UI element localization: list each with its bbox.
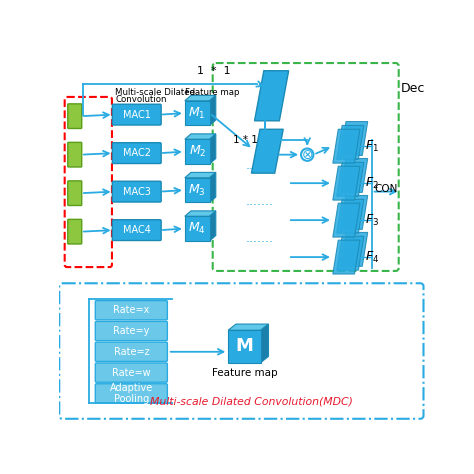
Polygon shape <box>210 211 216 241</box>
FancyBboxPatch shape <box>68 104 82 128</box>
Text: Rate=w: Rate=w <box>112 367 151 378</box>
FancyBboxPatch shape <box>68 142 82 167</box>
Text: $M_3$: $M_3$ <box>188 182 206 198</box>
FancyBboxPatch shape <box>112 220 161 240</box>
Polygon shape <box>333 129 360 163</box>
FancyBboxPatch shape <box>68 181 82 206</box>
Polygon shape <box>341 121 368 155</box>
FancyBboxPatch shape <box>68 219 82 244</box>
Polygon shape <box>337 200 364 233</box>
Text: Convolution: Convolution <box>115 95 166 104</box>
Text: MAC3: MAC3 <box>123 187 151 197</box>
Polygon shape <box>185 173 216 178</box>
Polygon shape <box>210 173 216 202</box>
Text: M: M <box>236 337 254 356</box>
Polygon shape <box>185 211 216 216</box>
FancyBboxPatch shape <box>112 104 161 125</box>
Polygon shape <box>341 195 368 229</box>
FancyBboxPatch shape <box>112 143 161 164</box>
Polygon shape <box>185 139 210 164</box>
Text: $M_1$: $M_1$ <box>189 106 206 121</box>
Polygon shape <box>337 163 364 196</box>
Polygon shape <box>251 129 283 173</box>
FancyBboxPatch shape <box>95 363 167 382</box>
Polygon shape <box>333 203 360 237</box>
Polygon shape <box>185 216 210 241</box>
Polygon shape <box>341 232 368 266</box>
Text: Multi-scale Dilated: Multi-scale Dilated <box>115 88 195 97</box>
Text: Feature map: Feature map <box>212 368 277 378</box>
Polygon shape <box>185 178 210 202</box>
Text: Feature map: Feature map <box>185 88 239 97</box>
Polygon shape <box>341 158 368 192</box>
Polygon shape <box>185 95 216 101</box>
Text: Dec: Dec <box>400 82 425 94</box>
Text: $F_4$: $F_4$ <box>365 249 380 264</box>
FancyBboxPatch shape <box>95 301 167 320</box>
Text: MAC1: MAC1 <box>123 109 151 119</box>
Polygon shape <box>228 330 261 363</box>
Polygon shape <box>333 240 360 274</box>
Polygon shape <box>261 324 268 363</box>
Text: .......: ....... <box>245 232 273 245</box>
Text: $F_1$: $F_1$ <box>365 139 379 154</box>
FancyBboxPatch shape <box>112 181 161 202</box>
Text: Rate=y: Rate=y <box>113 326 149 336</box>
Text: 1 * 1: 1 * 1 <box>233 135 258 145</box>
Text: $M_4$: $M_4$ <box>188 221 206 236</box>
Text: $F_3$: $F_3$ <box>365 212 380 228</box>
Text: $F_2$: $F_2$ <box>365 175 379 191</box>
Polygon shape <box>185 134 216 139</box>
Text: .......: ....... <box>245 158 273 172</box>
Text: Rate=x: Rate=x <box>113 305 149 315</box>
Polygon shape <box>337 237 364 270</box>
Polygon shape <box>210 134 216 164</box>
Text: 1  *  1: 1 * 1 <box>198 66 231 76</box>
Text: Rate=z: Rate=z <box>113 347 149 357</box>
Polygon shape <box>210 95 216 126</box>
Text: ⊗: ⊗ <box>301 148 313 162</box>
Polygon shape <box>255 71 289 121</box>
FancyBboxPatch shape <box>95 342 167 361</box>
Circle shape <box>301 148 313 161</box>
Text: MAC4: MAC4 <box>123 225 151 235</box>
Text: MAC2: MAC2 <box>123 148 151 158</box>
FancyBboxPatch shape <box>95 384 167 403</box>
Polygon shape <box>337 126 364 159</box>
Polygon shape <box>228 324 268 330</box>
Polygon shape <box>185 101 210 126</box>
Text: CON: CON <box>374 183 397 194</box>
Text: Multi-scale Dilated Convolution(MDC): Multi-scale Dilated Convolution(MDC) <box>150 397 353 407</box>
Text: $M_2$: $M_2$ <box>189 144 206 159</box>
Polygon shape <box>333 166 360 200</box>
Text: .......: ....... <box>245 195 273 209</box>
Text: Adaptive
Pooling: Adaptive Pooling <box>109 383 153 404</box>
FancyBboxPatch shape <box>95 321 167 341</box>
